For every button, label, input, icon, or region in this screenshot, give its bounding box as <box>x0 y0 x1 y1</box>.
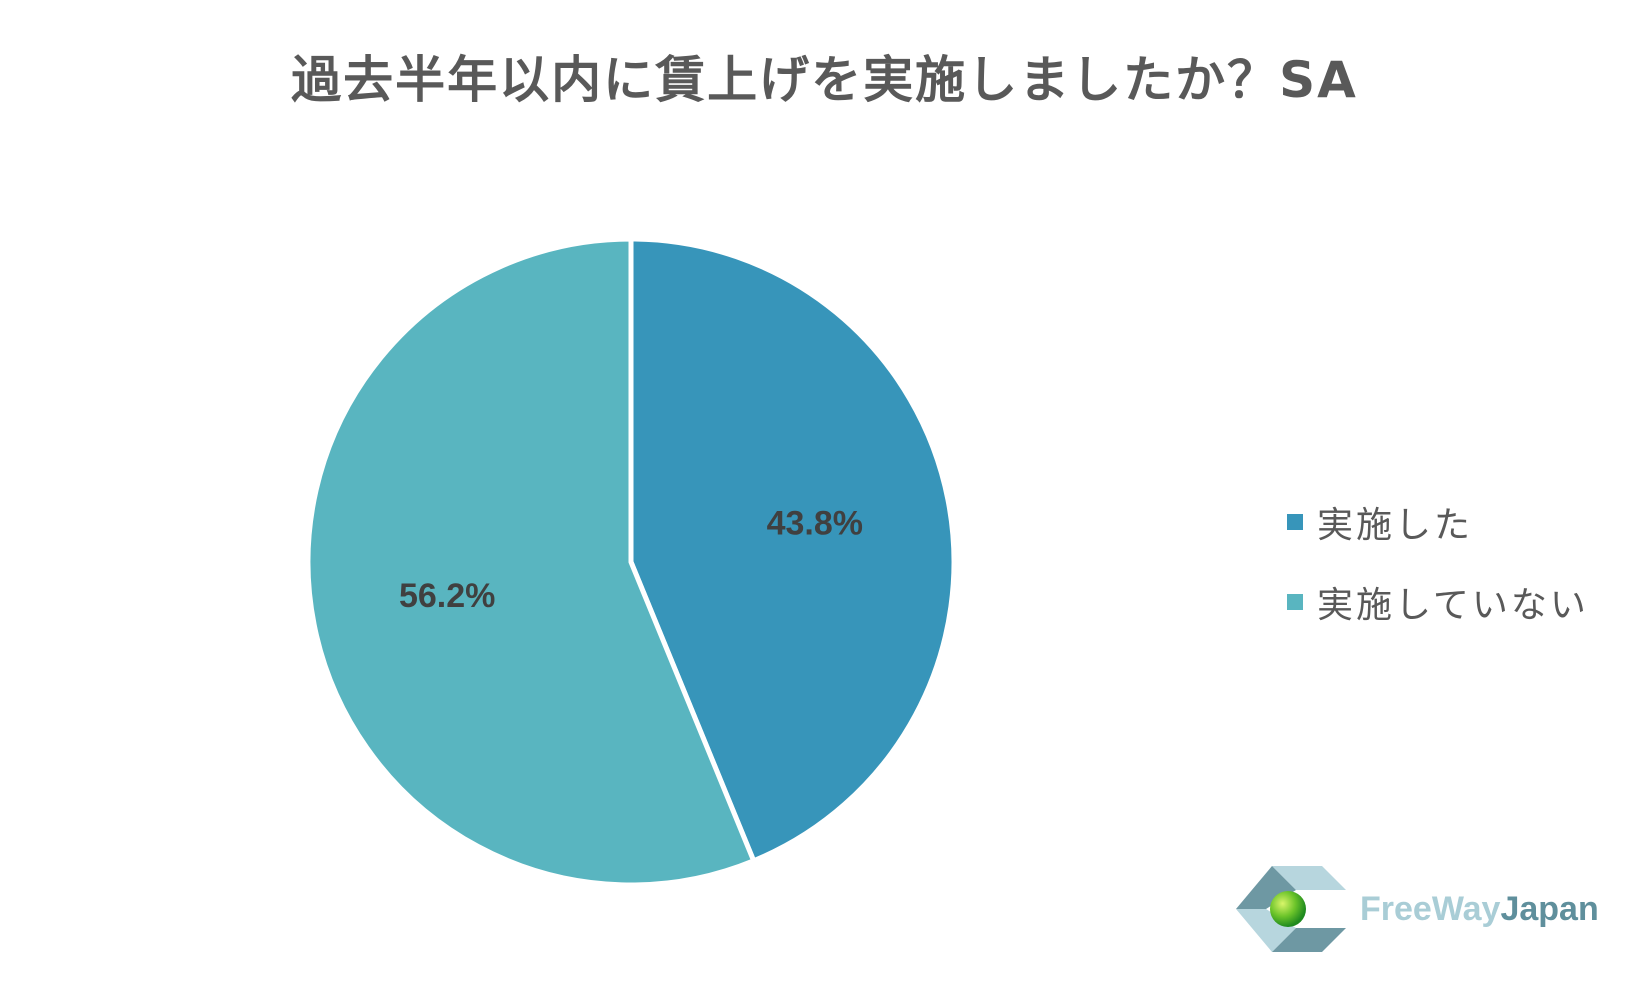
pie-slice-0[interactable] <box>628 236 957 864</box>
pie-data-labels: 43.8% 56.2% <box>399 505 863 616</box>
pie-data-label-1: 56.2% <box>399 577 495 615</box>
legend-swatch-implemented <box>1287 514 1303 530</box>
legend-label-not-implemented: 実施していない <box>1317 585 1589 626</box>
pie-slice-1[interactable] <box>305 236 757 888</box>
legend-label-implemented: 実施した <box>1317 505 1474 546</box>
legend-swatch-not-implemented <box>1287 594 1303 610</box>
logo-wordmark: FreeWayJapan <box>1360 890 1599 929</box>
logo-mark-icon <box>1236 866 1346 952</box>
logo-text-freeway: FreeWay <box>1360 889 1501 928</box>
legend-item-not-implemented[interactable]: 実施していない <box>1287 580 1589 626</box>
legend-item-implemented[interactable]: 実施した <box>1287 500 1589 546</box>
pie-data-label-0: 43.8% <box>767 505 863 543</box>
legend: 実施した 実施していない <box>1287 500 1589 660</box>
pie-slices <box>305 236 957 888</box>
logo-text-japan: Japan <box>1500 889 1599 928</box>
freewayjapan-logo: FreeWayJapan <box>1236 864 1599 954</box>
chart-title: 過去半年以内に賃上げを実施しましたか？SA <box>291 51 1358 109</box>
